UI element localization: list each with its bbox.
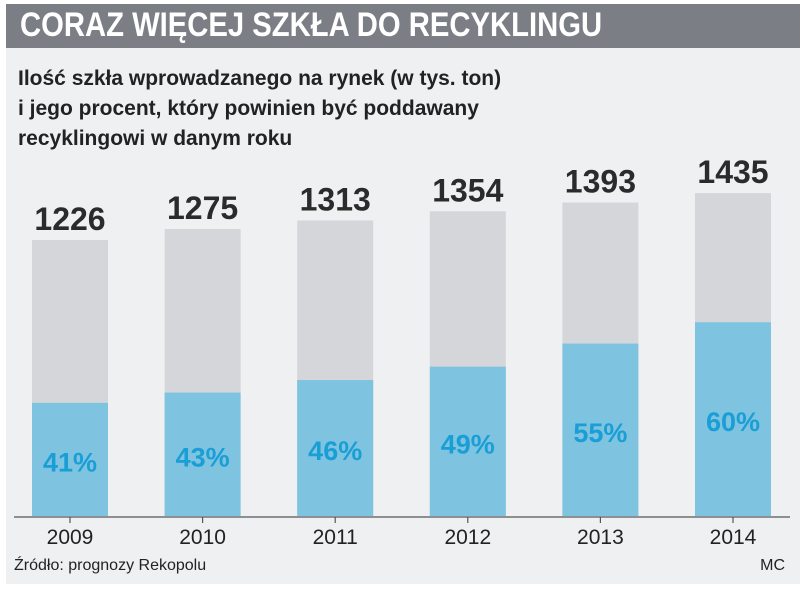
recycled-bar-2011 (297, 380, 374, 516)
chart-panel (6, 48, 800, 584)
x-tick-label-2013: 2013 (577, 526, 624, 549)
recycled-bar-2012 (429, 366, 506, 516)
value-label-2012: 1354 (432, 172, 503, 208)
title-bar: CORAZ WIĘCEJ SZKŁA DO RECYKLINGU (6, 4, 800, 48)
percent-label-2011: 46% (308, 436, 362, 466)
percent-label-2013: 55% (573, 418, 627, 448)
x-tick-label-2009: 2009 (47, 526, 94, 549)
x-tick-label-2014: 2014 (710, 526, 757, 549)
chart-subtitle: Ilość szkła wprowadzanego na rynek (w ty… (18, 64, 738, 154)
x-tick-label-2011: 2011 (313, 526, 358, 549)
subtitle-line: recyklingowi w danym roku (18, 127, 293, 150)
chart-title: CORAZ WIĘCEJ SZKŁA DO RECYKLINGU (20, 6, 603, 44)
value-label-2014: 1435 (697, 154, 768, 190)
x-tick-label-2012: 2012 (444, 526, 491, 549)
percent-label-2014: 60% (706, 407, 760, 437)
recycled-bar-2013 (562, 343, 639, 516)
recycled-bar-2014 (695, 322, 771, 516)
recycled-bar-2009 (32, 402, 108, 516)
value-label-2010: 1275 (167, 190, 238, 226)
percent-label-2009: 41% (43, 447, 97, 477)
percent-label-2010: 43% (176, 442, 230, 472)
value-label-2013: 1393 (565, 164, 636, 200)
author-credit: MC (760, 557, 785, 574)
subtitle-line: i jego procent, który powinien być podda… (18, 97, 479, 120)
x-tick-label-2010: 2010 (179, 526, 226, 549)
subtitle-line: Ilość szkła wprowadzanego na rynek (w ty… (18, 67, 502, 90)
value-label-2011: 1313 (300, 181, 371, 217)
value-label-2009: 1226 (34, 201, 105, 237)
recycled-bar-2010 (164, 392, 241, 516)
source-note: Źródło: prognozy Rekopolu (14, 557, 207, 574)
percent-label-2012: 49% (441, 429, 495, 459)
